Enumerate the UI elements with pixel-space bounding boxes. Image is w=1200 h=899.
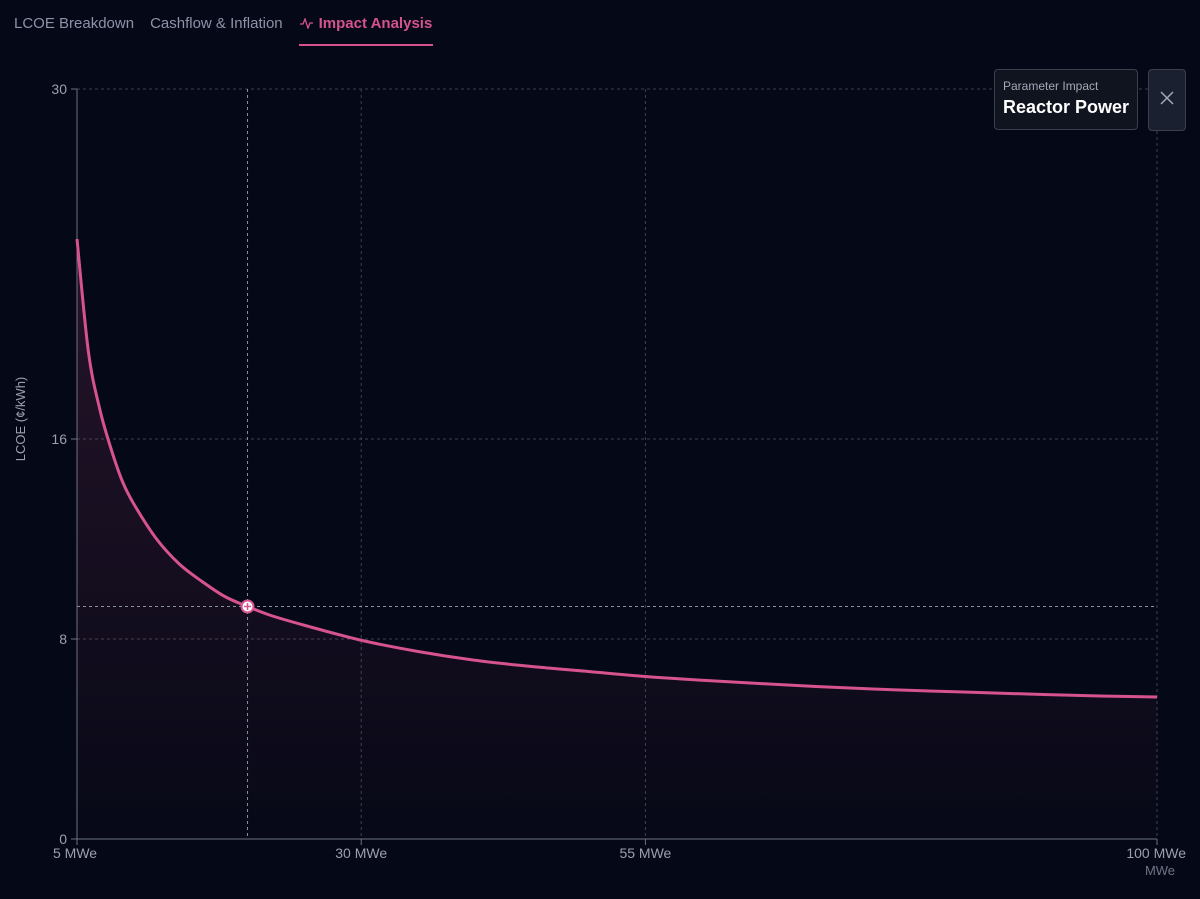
- area-fill: [77, 239, 1157, 839]
- tab-lcoe-breakdown[interactable]: LCOE Breakdown: [14, 15, 135, 32]
- parameter-impact-value: Reactor Power: [1003, 97, 1130, 117]
- tab-cashflow-inflation[interactable]: Cashflow & Inflation: [150, 15, 283, 32]
- x-tick-label: 100 MWe: [1126, 845, 1186, 861]
- activity-icon: [299, 15, 313, 32]
- parameter-impact-label: Parameter Impact: [1003, 79, 1099, 93]
- series-line: [75, 238, 1158, 699]
- y-axis-label: LCOE (¢/kWh): [13, 377, 28, 462]
- tab-impact-analysis-label: Impact Analysis: [318, 15, 433, 32]
- x-tick-label: 30 MWe: [335, 845, 387, 861]
- y-tick-label: 16: [51, 431, 67, 447]
- parameter-impact-panel: Parameter Impact Reactor Power: [994, 69, 1138, 130]
- x-tick-label: 5 MWe: [53, 845, 97, 861]
- x-tick-label: 55 MWe: [619, 845, 671, 861]
- close-icon: [1160, 90, 1174, 110]
- y-tick-label: 8: [59, 631, 67, 647]
- y-tick-label: 30: [51, 81, 67, 97]
- close-button[interactable]: [1148, 69, 1186, 131]
- tab-impact-analysis[interactable]: Impact Analysis: [298, 0, 434, 46]
- x-axis-unit-label: MWe: [1145, 863, 1175, 878]
- y-tick-label: 0: [59, 831, 67, 847]
- tab-bar: LCOE Breakdown Cashflow & Inflation Impa…: [14, 0, 434, 46]
